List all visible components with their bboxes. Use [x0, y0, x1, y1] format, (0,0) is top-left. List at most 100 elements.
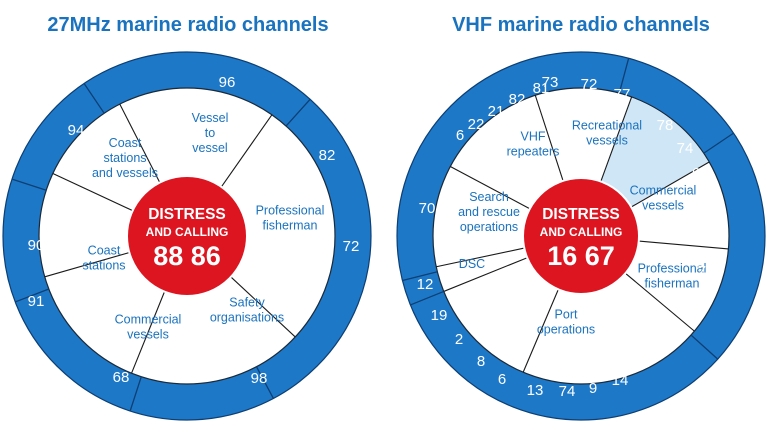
- sector-label: fisherman: [645, 277, 700, 291]
- sector-label: stations: [103, 151, 146, 165]
- sector-label: DSC: [459, 257, 485, 271]
- ring-channel-number: 96: [219, 74, 236, 91]
- ring-channel-number: 19: [431, 307, 448, 324]
- sector-label: repeaters: [507, 145, 560, 159]
- distress-center-27mhz: [126, 175, 248, 297]
- sector-divider: [522, 289, 559, 373]
- sector-divider: [436, 247, 525, 268]
- sector-divider: [230, 276, 296, 338]
- ring-divider: [690, 334, 719, 360]
- ring-channel-number: 72: [667, 329, 684, 346]
- ring-channel-number: 98: [251, 370, 268, 387]
- ring-channel-number: 72: [343, 238, 360, 255]
- sector-label: vessel: [192, 141, 227, 155]
- ring-channel-number: 74: [677, 140, 694, 157]
- center-calling-label: AND CALLING: [146, 225, 229, 239]
- sector-divider: [534, 95, 564, 182]
- sector-divider: [625, 272, 695, 332]
- ring-channel-number: 8: [477, 353, 485, 370]
- sector-divider: [443, 257, 528, 292]
- sector-divider: [131, 291, 166, 374]
- sector-label: organisations: [210, 311, 284, 325]
- sector-label: Professional: [638, 262, 707, 276]
- ring-channel-number: 72: [581, 76, 598, 93]
- ring-divider: [285, 98, 311, 127]
- sector-label: Commercial: [115, 313, 182, 327]
- sector-label: stations: [82, 259, 125, 273]
- sector-divider: [450, 166, 531, 210]
- ring-channel-number: 70: [419, 200, 436, 217]
- ring-divider: [83, 83, 105, 114]
- sector-label: vessels: [127, 328, 169, 342]
- ring-channel-number: 2: [455, 331, 463, 348]
- center-distress-channels: 16 67: [547, 241, 615, 271]
- sector-label: operations: [537, 323, 595, 337]
- ring-divider: [255, 366, 274, 399]
- ring-channel-number: 8: [639, 355, 647, 372]
- sector-label: VHF: [521, 130, 546, 144]
- sector-label: Safety: [229, 296, 265, 310]
- ring-channel-number: 71: [690, 293, 707, 310]
- ring-channel-number: 13: [527, 382, 544, 399]
- ring-divider: [11, 178, 47, 191]
- sector-label: Coast: [88, 244, 121, 258]
- sector-label: Commercial: [630, 184, 697, 198]
- ring-channel-number: 6: [456, 127, 464, 144]
- ring-channel-number: 6: [692, 165, 700, 182]
- ring-channel-number: 8: [698, 190, 706, 207]
- ring-channel-number: 91: [28, 293, 45, 310]
- ring-channel-number: 6: [498, 371, 506, 388]
- ring-channel-number: 94: [68, 122, 85, 139]
- sector-label: operations: [460, 220, 518, 234]
- ring-divider: [703, 132, 734, 154]
- sector-label: Search: [469, 190, 509, 204]
- center-distress-label: DISTRESS: [542, 206, 620, 223]
- sector-label: and rescue: [458, 205, 520, 219]
- ring-channel-number: 22: [468, 116, 485, 133]
- sector-label: fisherman: [263, 219, 318, 233]
- ring-channel-number: 82: [319, 147, 336, 164]
- sector-label: Vessel: [192, 111, 229, 125]
- sector-label: vessels: [586, 134, 628, 148]
- ring-channel-number: 78: [657, 117, 674, 134]
- ring-divider: [402, 271, 438, 282]
- ring-divider: [14, 288, 50, 303]
- ring-channel-number: 68: [113, 369, 130, 386]
- highlight-sector-recreational: [600, 97, 709, 207]
- sector-label: Professional: [256, 204, 325, 218]
- ring-channel-number: 81: [533, 80, 550, 97]
- ring-divider: [410, 290, 445, 306]
- sector-label: Recreational: [572, 119, 642, 133]
- sector-label: and vessels: [92, 166, 158, 180]
- sector-divider: [220, 114, 273, 188]
- sector-divider: [119, 103, 161, 183]
- sector-divider: [52, 172, 133, 212]
- wheel-title-27mhz: 27MHz marine radio channels: [47, 14, 328, 36]
- ring-divider: [129, 376, 142, 412]
- ring-channel-number: 21: [488, 103, 505, 120]
- sector-divider: [600, 96, 633, 182]
- sector-label: to: [205, 126, 215, 140]
- ring-channel-number: 77: [614, 86, 631, 103]
- wheel-title-vhf: VHF marine radio channels: [452, 14, 710, 36]
- ring-channel-number: 77: [698, 263, 715, 280]
- sector-divider: [630, 161, 710, 208]
- sector-label: vessels: [642, 199, 684, 213]
- ring-channel-number: 73: [542, 74, 559, 91]
- ring-channel-number: 82: [509, 91, 526, 108]
- ring-divider: [618, 58, 630, 94]
- sector-label: Port: [555, 308, 578, 322]
- center-calling-label: AND CALLING: [540, 225, 623, 239]
- sector-divider: [44, 252, 130, 278]
- ring-channel-number: 74: [559, 383, 576, 400]
- center-distress-channels: 88 86: [153, 241, 221, 271]
- ring-channel-number: 14: [612, 372, 629, 389]
- distress-center-vhf: [522, 177, 640, 295]
- ring-channel-number: 72: [698, 217, 715, 234]
- ring-channel-number: 12: [417, 276, 434, 293]
- sector-label: Coast: [109, 136, 142, 150]
- ring-channel-number: 90: [28, 237, 45, 254]
